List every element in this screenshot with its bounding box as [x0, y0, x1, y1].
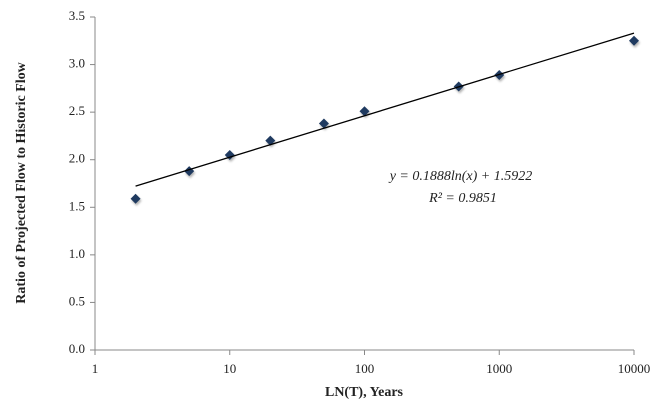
y-axis-title: Ratio of Projected Flow to Historic Flow	[14, 61, 29, 303]
y-tick-label: 2.5	[69, 103, 85, 118]
x-tick-label: 10	[223, 361, 236, 376]
point	[130, 193, 141, 204]
equation: y = 0.1888ln(x) + 1.5922	[388, 169, 533, 184]
y-tick-label: 3.5	[69, 8, 85, 23]
x-tick-label: 1000	[486, 361, 512, 376]
y-tick-label: 1.0	[69, 246, 85, 261]
y-tick-label: 3.0	[69, 56, 85, 71]
y-tick-label: 0.5	[69, 293, 85, 308]
point	[359, 106, 370, 117]
y-tick-label: 0.0	[69, 341, 85, 356]
r-squared: R² = 0.9851	[428, 191, 497, 206]
x-tick-label: 10000	[618, 361, 651, 376]
point	[265, 135, 276, 146]
x-axis-title: LN(T), Years	[325, 385, 404, 400]
trendline	[135, 32, 635, 187]
x-tick-label: 1	[92, 361, 99, 376]
y-tick-label: 1.5	[69, 198, 85, 213]
y-tick-label: 2.0	[69, 151, 85, 166]
x-tick-label: 100	[355, 361, 375, 376]
point	[318, 118, 329, 129]
point	[629, 35, 639, 46]
